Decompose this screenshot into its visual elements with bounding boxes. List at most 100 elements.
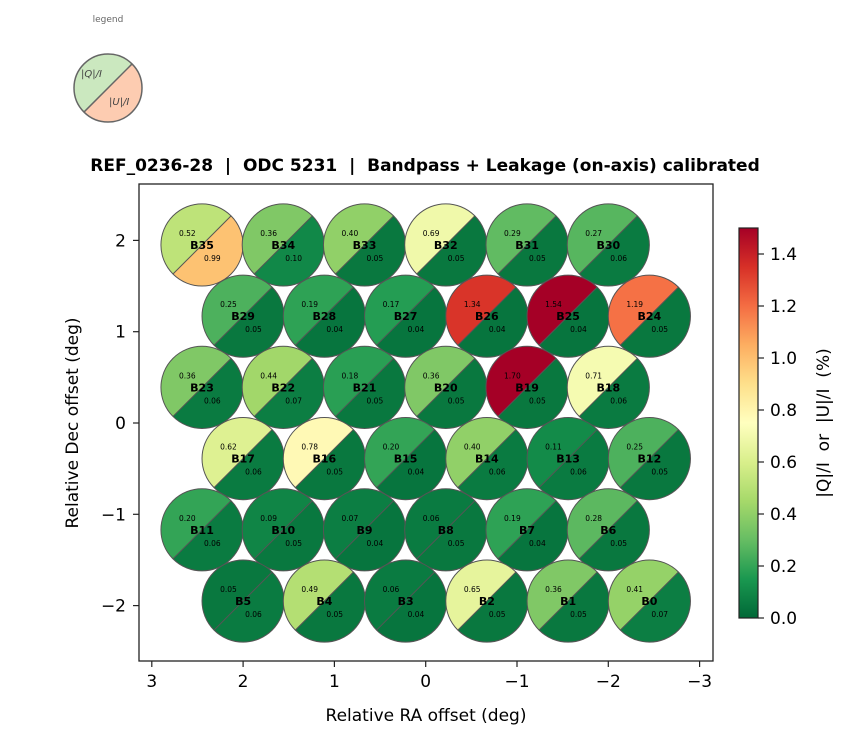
beam-u-value: 0.06	[245, 468, 262, 477]
beam-u-value: 0.05	[448, 396, 465, 405]
colorbar-tick-label: 1.2	[770, 297, 797, 317]
beam-q-half	[160, 346, 232, 417]
beam-q-value: 0.06	[423, 514, 440, 523]
beam-u-half	[376, 287, 447, 358]
beam-u-value: 0.07	[651, 610, 668, 619]
beam-label: B1	[560, 595, 576, 608]
beam-outline	[607, 274, 691, 358]
beam-q-half	[283, 559, 354, 631]
beam-label: B2	[479, 595, 495, 608]
beam-b7: B70.19 0.04	[485, 488, 569, 572]
y-tick-label: 0	[115, 414, 126, 434]
beam-u-half	[335, 500, 406, 571]
beam-u-half	[335, 215, 406, 287]
beam-q-half	[485, 203, 557, 275]
beam-q-value: 0.18	[342, 371, 359, 380]
beam-u-half	[457, 287, 528, 358]
beam-q-value: 0.27	[585, 229, 602, 238]
beam-divider	[172, 500, 232, 560]
beam-label: B22	[271, 381, 295, 394]
beam-b1: B10.36 0.05	[526, 559, 610, 643]
beam-u-value: 0.05	[570, 610, 587, 619]
beam-q-half	[364, 417, 435, 488]
beam-q-value: 0.19	[301, 300, 318, 309]
beam-outline	[566, 488, 650, 572]
beam-divider	[578, 357, 638, 417]
beam-q-half	[364, 559, 435, 631]
beam-b0: B00.41 0.07	[607, 559, 691, 643]
beam-divider	[416, 500, 476, 560]
beam-q-value: 0.28	[585, 514, 602, 523]
beam-q-value: 0.40	[342, 229, 359, 238]
beam-divider	[294, 571, 354, 631]
chart-title: REF_0236-28 | ODC 5231 | Bandpass + Leak…	[90, 156, 760, 176]
beam-divider	[335, 500, 394, 560]
beam-divider	[497, 357, 557, 417]
beam-label: B17	[231, 453, 255, 466]
beam-q-value: 0.69	[423, 229, 440, 238]
beam-u-value: 0.05	[651, 325, 668, 334]
beam-q-half	[527, 275, 598, 346]
x-tick-label: 0	[420, 672, 431, 692]
beam-u-value: 0.05	[285, 539, 302, 548]
beam-u-half	[172, 215, 244, 287]
colorbar-label: |Q|/I or |U|/I (%)	[814, 348, 834, 497]
beam-u-value: 0.05	[448, 539, 465, 548]
beam-divider	[213, 286, 273, 346]
beam-divider	[253, 357, 313, 417]
beam-b2: B20.65 0.05	[445, 559, 529, 643]
beam-u-value: 0.04	[570, 325, 587, 334]
colorbar-ticks: 0.0 0.2 0.4 0.6 0.8 1.0 1.2 1.4	[758, 245, 797, 629]
beam-label: B6	[600, 524, 616, 537]
beam-u-value: 0.05	[245, 325, 262, 334]
beam-u-half	[254, 500, 325, 571]
colorbar-tick-label: 0.8	[770, 401, 797, 421]
beam-label: B35	[190, 239, 214, 252]
beam-q-value: 1.70	[504, 371, 521, 380]
beam-u-value: 0.04	[529, 539, 546, 548]
beam-label: B30	[596, 239, 620, 252]
beam-divider	[538, 429, 598, 489]
beam-divider	[457, 429, 517, 489]
beam-u-value: 0.05	[367, 396, 384, 405]
beam-u-value: 0.04	[408, 325, 425, 334]
beam-divider	[538, 571, 598, 631]
beam-u-half	[254, 358, 325, 429]
beam-q-half	[404, 488, 475, 559]
beam-u-half	[295, 571, 366, 643]
x-tick-label: 2	[238, 672, 249, 692]
colorbar-tick-label: 0.2	[770, 557, 797, 577]
beam-u-value: 0.06	[610, 254, 627, 263]
legend-q-half	[74, 54, 133, 113]
beam-u-half	[295, 429, 366, 500]
beam-u-value: 0.05	[326, 610, 343, 619]
beam-u-half	[254, 215, 325, 287]
beam-q-value: 0.49	[301, 585, 318, 594]
x-axis-label: Relative RA offset (deg)	[326, 706, 527, 726]
beam-u-half	[620, 429, 691, 500]
beam-u-half	[497, 215, 569, 287]
beam-q-half	[283, 275, 354, 346]
beam-u-half	[172, 358, 244, 429]
beam-divider	[619, 286, 679, 346]
beam-q-value: 0.71	[585, 371, 602, 380]
beam-divider	[335, 215, 394, 275]
beam-q-half	[283, 417, 354, 488]
beam-q-value: 0.36	[179, 371, 196, 380]
beam-outline	[566, 345, 650, 429]
beam-q-half	[567, 346, 638, 417]
beam-q-value: 0.19	[504, 514, 521, 523]
colorbar: 0.0 0.2 0.4 0.6 0.8 1.0 1.2 1.4 |Q|/I or |U|/I …	[738, 227, 834, 629]
colorbar-tick-label: 1.0	[770, 349, 797, 369]
colorbar-tick-label: 0.4	[770, 505, 797, 525]
beam-u-half	[497, 500, 569, 571]
